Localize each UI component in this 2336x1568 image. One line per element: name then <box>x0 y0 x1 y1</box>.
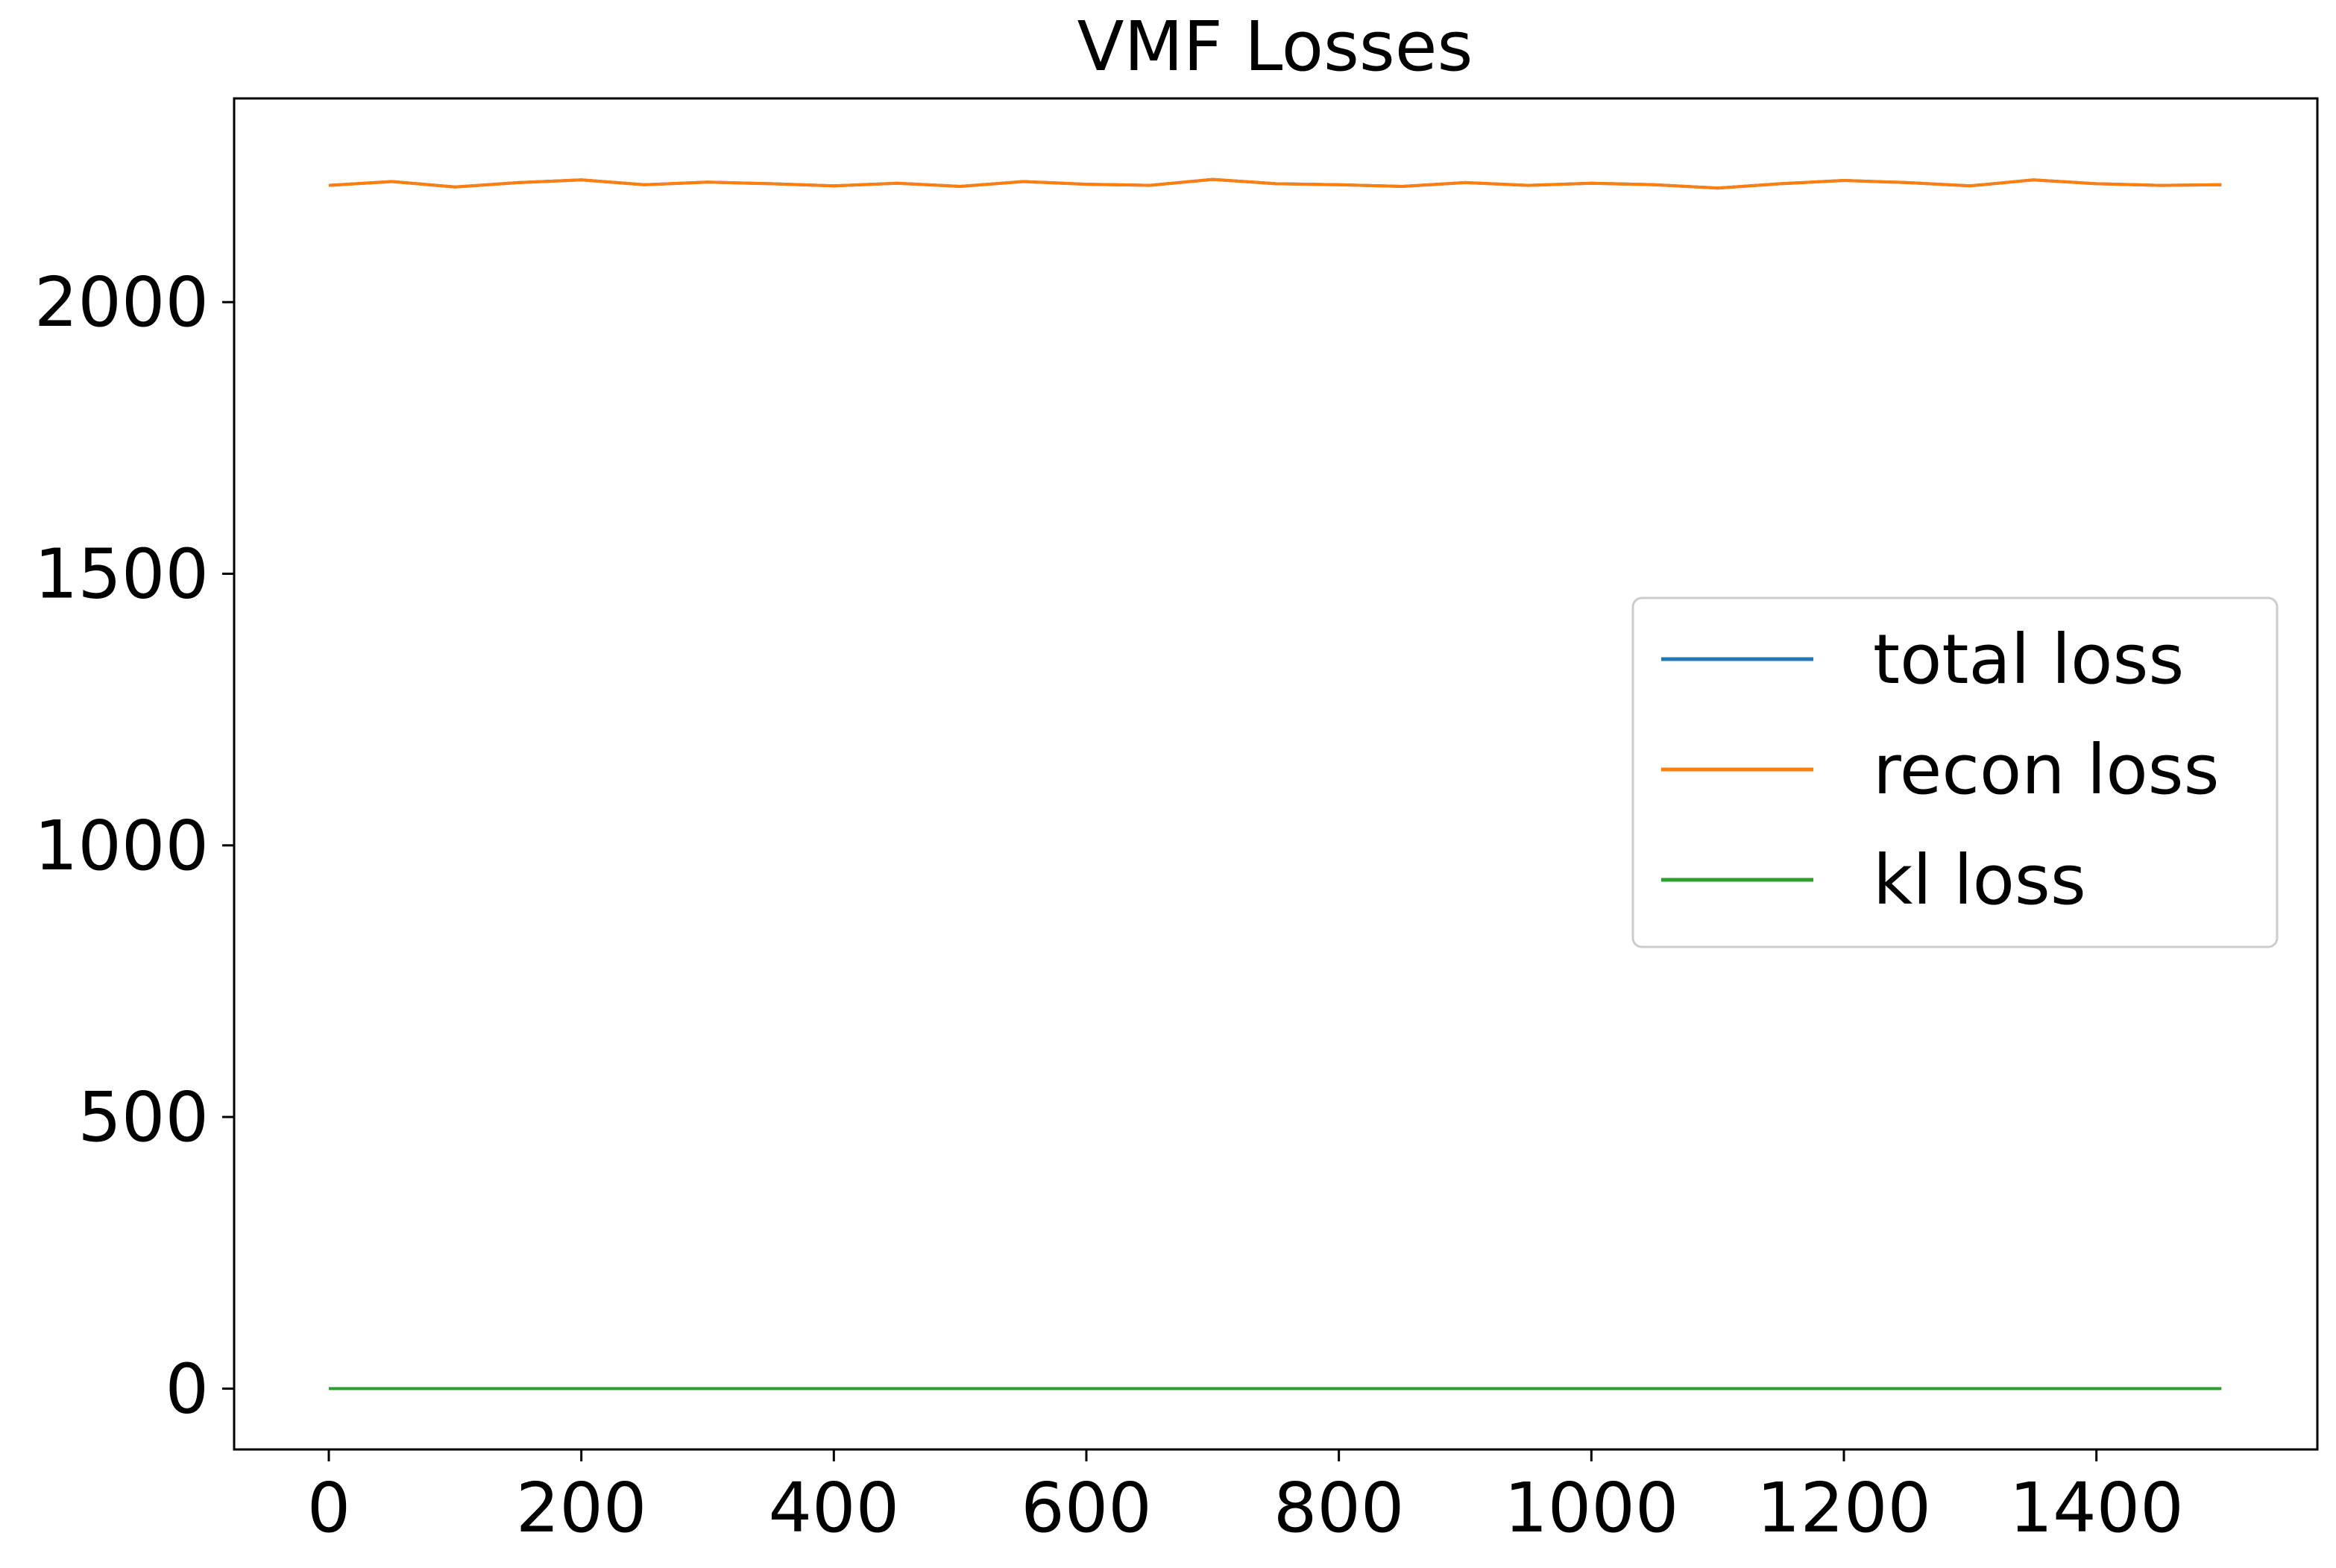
legend-label: total loss <box>1873 620 2184 699</box>
legend-box <box>1631 596 2279 948</box>
y-tick-label: 0 <box>165 1349 209 1429</box>
y-tick-label: 1000 <box>34 806 209 886</box>
chart-title: VMF Losses <box>1077 7 1473 86</box>
y-tick-label: 500 <box>78 1077 209 1157</box>
x-axis: 0 200 400 600 800 1000 1200 1400 <box>307 1449 2184 1548</box>
x-tick-label: 0 <box>307 1468 351 1548</box>
legend-label: recon loss <box>1873 730 2220 810</box>
y-tick-label: 2000 <box>34 262 209 342</box>
y-tick-label: 1500 <box>34 535 209 614</box>
x-tick-label: 1200 <box>1757 1468 1931 1548</box>
plot-frame <box>233 97 2319 1451</box>
x-tick-label: 600 <box>1021 1468 1152 1548</box>
series-line-recon-loss <box>328 177 2222 190</box>
legend: total loss recon loss kl loss <box>1631 596 2279 948</box>
legend-label: kl loss <box>1873 840 2086 920</box>
y-axis: 0 500 1000 1500 2000 <box>34 262 234 1429</box>
x-tick-label: 1400 <box>2009 1468 2184 1548</box>
x-tick-label: 200 <box>516 1468 647 1548</box>
x-tick-label: 400 <box>769 1468 900 1548</box>
x-tick-label: 1000 <box>1504 1468 1678 1548</box>
series-layer <box>328 177 2222 1391</box>
x-tick-label: 800 <box>1274 1468 1405 1548</box>
